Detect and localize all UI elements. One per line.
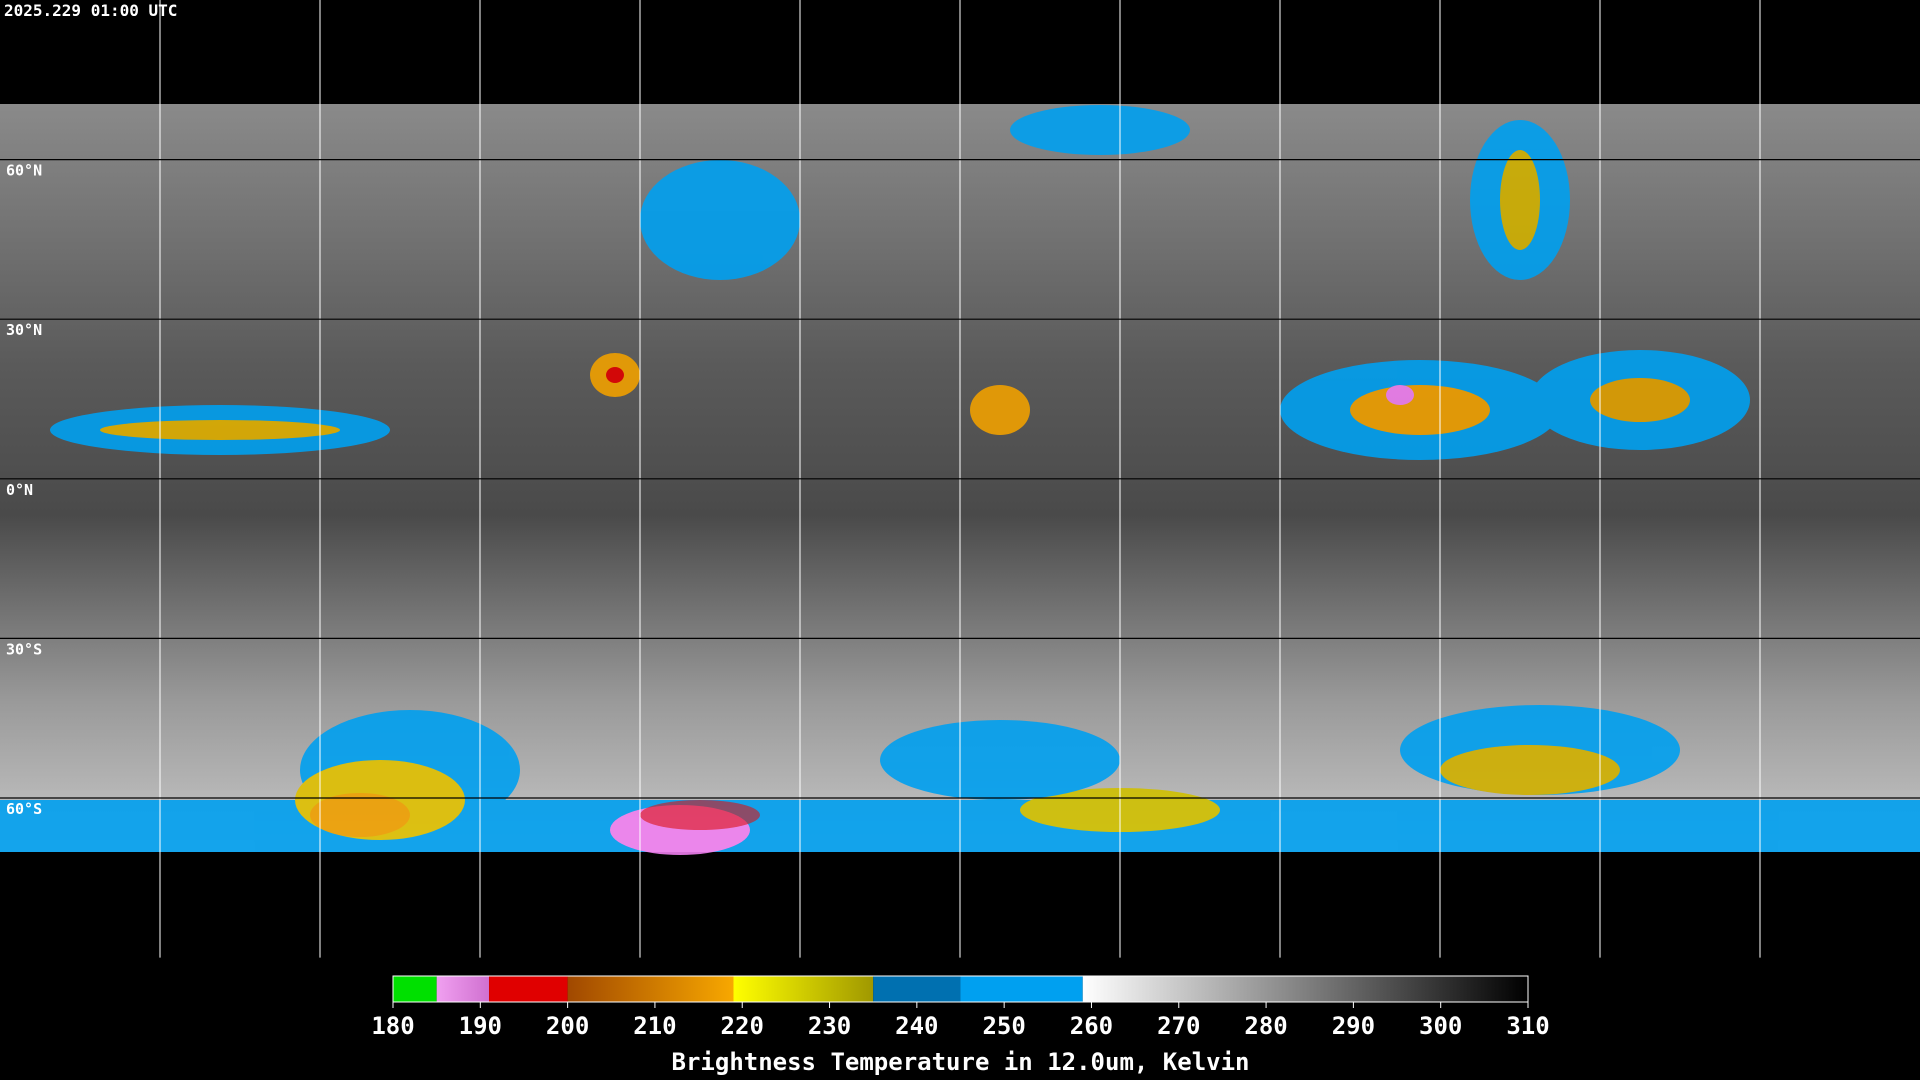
colorbar-segment [567, 976, 734, 1002]
cloud-region [970, 385, 1030, 435]
colorbar-tick-label: 290 [1332, 1012, 1375, 1040]
colorbar-tick-label: 260 [1070, 1012, 1113, 1040]
lat-label: 60°S [6, 800, 42, 818]
colorbar-tick-label: 270 [1157, 1012, 1200, 1040]
cloud-region [1386, 385, 1414, 405]
cloud-region [640, 160, 800, 280]
colorbar-segment [1082, 976, 1528, 1002]
cloud-region [1350, 385, 1490, 435]
colorbar-tick-label: 200 [546, 1012, 589, 1040]
colorbar-tick-label: 180 [371, 1012, 414, 1040]
colorbar-tick-label: 220 [721, 1012, 764, 1040]
timestamp: 2025.229 01:00 UTC [4, 1, 177, 20]
colorbar-tick-label: 210 [633, 1012, 676, 1040]
colorbar-title: Brightness Temperature in 12.0um, Kelvin [672, 1048, 1250, 1076]
colorbar-tick-label: 240 [895, 1012, 938, 1040]
colorbar-segment [489, 976, 568, 1002]
cloud-region [310, 793, 410, 837]
cloud-region [606, 367, 624, 383]
colorbar-tick-label: 280 [1244, 1012, 1287, 1040]
lat-label: 30°S [6, 640, 42, 658]
colorbar-tick-label: 230 [808, 1012, 851, 1040]
lat-label: 30°N [6, 321, 42, 339]
colorbar-segment [960, 976, 1083, 1002]
cloud-region [100, 420, 340, 440]
colorbar-tick-label: 250 [982, 1012, 1025, 1040]
cloud-region [1590, 378, 1690, 422]
lat-label: 0°N [6, 481, 33, 499]
lat-label: 60°N [6, 162, 42, 180]
cloud-region [1010, 105, 1190, 155]
colorbar-tick-label: 310 [1506, 1012, 1549, 1040]
cloud-region [640, 800, 760, 830]
colorbar-segment [733, 976, 874, 1002]
colorbar-segment [393, 976, 437, 1002]
graticule: 60°N 30°N 0°N 30°S 60°S [6, 0, 1761, 958]
colorbar-segment [436, 976, 490, 1002]
colorbar-frame [392, 975, 1529, 1003]
cloud-region [1500, 150, 1540, 250]
colorbar: 180 190 200 210 220 230 240 250 260 270 280 290 300 3… [371, 975, 1550, 1076]
colorbar-tick-label: 190 [459, 1012, 502, 1040]
cloud-features [0, 105, 1920, 855]
colorbar-tick-label: 300 [1419, 1012, 1462, 1040]
colorbar-segment [873, 976, 961, 1002]
cloud-region [1440, 745, 1620, 795]
cloud-region [880, 720, 1120, 800]
